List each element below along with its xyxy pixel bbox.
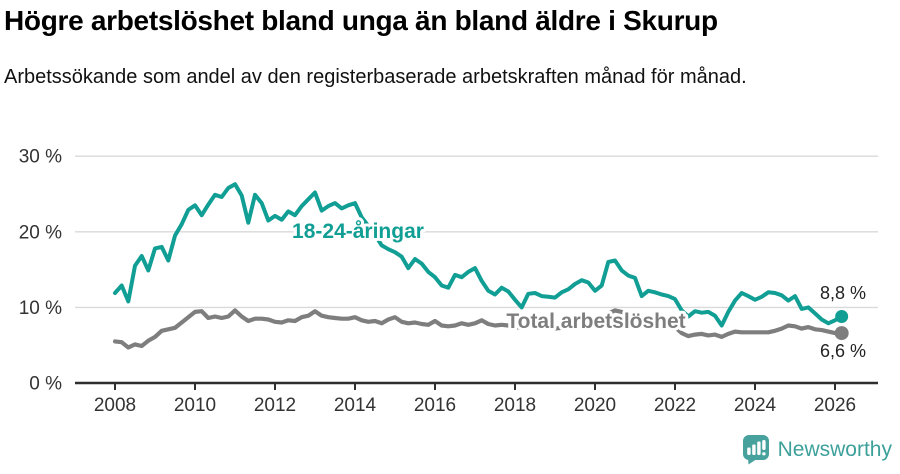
bar-chart-speech-bubble-icon [742, 435, 769, 465]
x-tick-label: 2008 [94, 395, 136, 416]
end-value-total: 6,6 % [820, 341, 866, 361]
series-line-youth [113, 182, 844, 328]
line-chart: 2008 2010 2012 2014 2016 2018 2020 2022 2024 2026… [19, 147, 878, 416]
end-dot-youth [835, 309, 849, 323]
x-tick-label: 2016 [414, 395, 456, 416]
x-tick-label: 2012 [254, 395, 296, 416]
x-tick-label: 2014 [334, 395, 377, 416]
y-tick-label: 10 % [19, 298, 62, 319]
chart-title: Högre arbetslöshet bland unga än bland ä… [4, 5, 718, 36]
end-dot-total [834, 326, 849, 341]
x-tick-label: 2022 [654, 395, 696, 416]
y-tick-label: 0 % [29, 374, 62, 395]
chart-subtitle: Arbetssökande som andel av den registerb… [4, 66, 747, 88]
newsworthy-brand-text: Newsworthy [777, 438, 892, 461]
series-label-total: Total arbetslöshet [506, 310, 685, 333]
x-tick-label: 2020 [574, 395, 616, 416]
newsworthy-logo[interactable]: Newsworthy [742, 434, 892, 466]
x-tick-label: 2010 [174, 395, 216, 416]
series-label-youth: 18-24-åringar [292, 220, 424, 243]
end-value-youth: 8,8 % [820, 283, 866, 303]
y-tick-label: 30 % [19, 147, 62, 168]
series-line-total [112, 308, 844, 350]
y-tick-label: 20 % [19, 222, 62, 243]
x-tick-label: 2018 [494, 395, 536, 416]
x-tick-label: 2026 [814, 395, 856, 416]
x-tick-label: 2024 [734, 395, 777, 416]
